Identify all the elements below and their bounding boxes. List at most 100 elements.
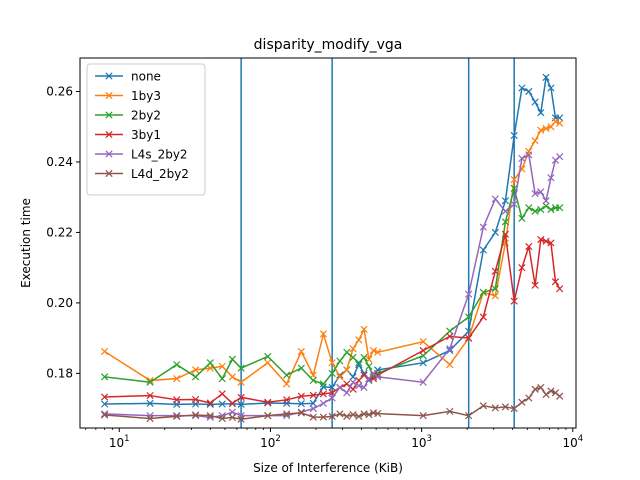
data-point-L4d_2by2 [191, 411, 200, 419]
x-tick-label: 101 [109, 434, 130, 450]
data-point-none [355, 360, 363, 369]
data-point-1by3 [537, 126, 545, 134]
data-point-L4s_2by2 [355, 382, 363, 390]
data-point-L4d_2by2 [525, 394, 533, 402]
data-point-1by3 [264, 359, 272, 367]
data-point-2by2 [365, 362, 373, 370]
data-point-L4d_2by2 [501, 403, 510, 411]
x-tick-label: 102 [260, 434, 281, 450]
data-point-L4d_2by2 [328, 412, 336, 420]
data-point-3by1 [501, 230, 510, 238]
data-point-L4d_2by2 [556, 392, 564, 400]
data-point-L4d_2by2 [349, 410, 357, 419]
data-point-L4s_2by2 [556, 153, 564, 161]
data-point-L4s_2by2 [328, 394, 336, 402]
data-point-1by3 [355, 336, 363, 344]
data-point-2by2 [542, 202, 550, 210]
data-point-1by3 [419, 338, 427, 346]
data-point-3by1 [283, 396, 291, 404]
data-point-L4d_2by2 [297, 409, 305, 417]
data-point-L4d_2by2 [343, 412, 351, 420]
data-point-L4d_2by2 [228, 413, 236, 422]
data-point-L4d_2by2 [446, 407, 454, 416]
axes-frame [79, 57, 577, 429]
data-point-2by2 [360, 353, 368, 362]
legend-label-1by3: 1by3 [131, 89, 161, 103]
data-point-1by3 [297, 347, 305, 356]
data-point-1by3 [446, 360, 454, 369]
data-point-2by2 [328, 369, 336, 378]
data-point-none [537, 108, 545, 117]
data-point-2by2 [537, 205, 545, 214]
data-point-1by3 [542, 124, 550, 133]
data-point-none [218, 400, 226, 408]
data-point-L4d_2by2 [479, 402, 487, 410]
data-point-3by1 [531, 281, 539, 289]
y-axis-label: Execution time [19, 198, 33, 288]
data-point-none [297, 400, 305, 408]
data-point-1by3 [319, 330, 328, 338]
legend-label-L4d_2by2: L4d_2by2 [131, 167, 189, 181]
data-point-1by3 [551, 117, 560, 126]
legend-marker-L4s_2by2 [105, 150, 113, 158]
legend-label-3by1: 3by1 [131, 128, 161, 142]
plot-area [100, 58, 564, 428]
data-point-1by3 [228, 373, 236, 381]
data-point-none [328, 383, 336, 392]
data-point-1by3 [349, 345, 357, 353]
data-point-L4d_2by2 [491, 404, 499, 412]
data-point-none [100, 400, 109, 408]
data-point-L4d_2by2 [173, 412, 181, 420]
data-point-2by2 [491, 285, 499, 293]
legend: none 1by3 2by2 3by1 L4s_2by2 L4d_2by2 [86, 63, 206, 196]
data-point-3by1 [146, 391, 154, 400]
legend-frame [86, 63, 206, 196]
data-point-L4s_2by2 [343, 389, 351, 397]
data-point-2by2 [343, 348, 351, 356]
legend-marker-1by3 [105, 91, 113, 100]
data-point-1by3 [328, 359, 336, 367]
y-tick-label: 0.26 [46, 84, 73, 98]
data-point-L4s_2by2 [531, 190, 539, 198]
data-point-3by1 [309, 391, 317, 399]
data-point-1by3 [374, 348, 382, 356]
data-point-3by1 [465, 334, 473, 342]
data-point-1by3 [100, 347, 109, 356]
data-point-none [501, 197, 510, 205]
data-point-1by3 [218, 362, 226, 370]
data-point-L4s_2by2 [336, 383, 344, 392]
data-point-3by1 [264, 398, 272, 406]
data-point-L4d_2by2 [531, 385, 539, 393]
data-point-3by1 [206, 399, 214, 407]
data-point-2by2 [479, 288, 487, 296]
data-point-2by2 [518, 214, 526, 222]
data-point-2by2 [146, 378, 154, 386]
data-point-none [531, 98, 539, 106]
data-point-2by2 [319, 380, 328, 388]
data-point-L4d_2by2 [319, 413, 328, 421]
data-point-2by2 [556, 204, 564, 212]
data-point-L4d_2by2 [374, 409, 382, 418]
data-point-L4s_2by2 [518, 154, 526, 163]
data-point-1by3 [237, 378, 245, 386]
data-point-L4s_2by2 [479, 223, 487, 231]
axis-ticks: 101 102 103 104 0.18 0.20 0.22 0.24 0.26 [46, 84, 583, 450]
chart-title: disparity_modify_vga [254, 37, 403, 53]
data-point-2by2 [228, 355, 236, 363]
data-point-2by2 [547, 205, 555, 214]
data-point-2by2 [264, 352, 272, 361]
data-point-L4s_2by2 [100, 410, 109, 418]
data-point-3by1 [228, 399, 236, 407]
data-point-3by1 [518, 264, 526, 272]
data-point-L4d_2by2 [264, 412, 272, 420]
data-point-3by1 [556, 285, 564, 293]
data-point-3by1 [491, 267, 499, 275]
y-tick-label: 0.20 [46, 296, 73, 310]
data-point-none [446, 346, 454, 355]
data-point-1by3 [510, 175, 518, 184]
data-point-none [547, 84, 555, 92]
data-point-3by1 [537, 235, 545, 244]
data-point-L4s_2by2 [465, 290, 473, 298]
data-point-L4s_2by2 [501, 207, 510, 215]
